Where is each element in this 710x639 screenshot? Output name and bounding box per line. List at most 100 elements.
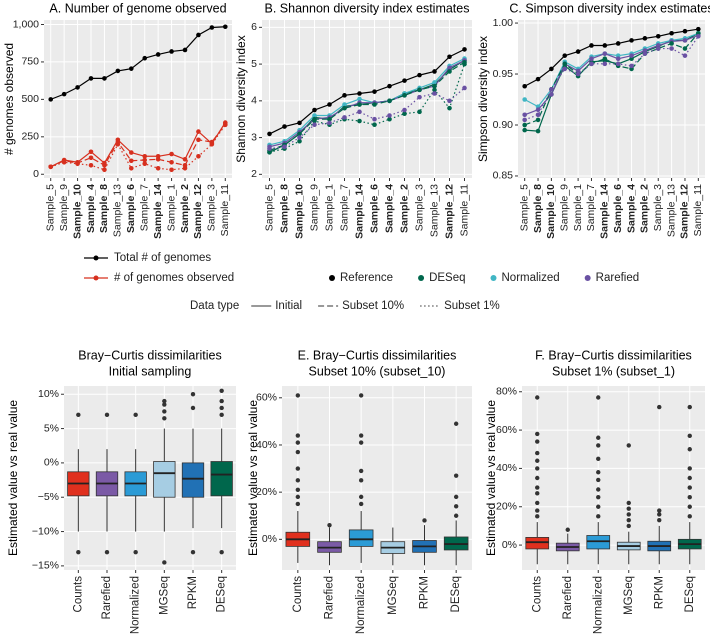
outlier [162,409,167,414]
outlier [453,473,459,478]
point [222,24,228,30]
plot-background [262,20,472,178]
x-tick-label: Sample_6 [368,184,380,233]
outlier [104,412,110,418]
chart-title: B. Shannon diversity index estimates [265,1,470,15]
outlier [626,500,631,506]
x-tick-label: Sample_12 [192,184,204,239]
point [387,113,392,118]
outlier [295,478,301,483]
outlier [596,514,601,519]
outlier [626,443,631,448]
y-tick-label: 250 [21,131,39,143]
point [522,83,527,89]
outlier [687,475,692,481]
outlier [219,398,224,404]
outlier [687,494,692,500]
point [182,156,188,162]
y-tick-label: 0% [44,457,59,469]
point [549,66,554,72]
outlier [295,494,301,500]
outlier [133,412,138,418]
outlier [162,560,167,565]
point [682,28,688,34]
point [372,89,377,94]
outlier [358,440,364,445]
series-line [269,87,465,150]
x-tick-label: Sample_13 [428,184,440,237]
x-tick-label: Rarefied [562,576,574,619]
outlier [295,449,301,455]
chart-subtitle: Initial sampling [109,364,192,378]
x-tick-label: Sample_8 [532,184,544,233]
point [522,117,527,123]
legend-label: Normalized [502,272,560,284]
point [522,112,527,118]
point [182,47,188,53]
outlier [453,494,459,500]
x-tick-label: Sample_3 [652,184,664,231]
point [357,118,362,124]
outlier [626,506,631,511]
y-tick-label: 20% [496,501,517,513]
point [447,54,452,60]
point [155,165,161,171]
x-tick-label: Sample_10 [545,184,557,239]
outlier [295,440,301,445]
point [682,46,688,51]
x-tick-label: Sample_5 [44,184,56,231]
y-tick-label: 0 [33,168,39,180]
point [267,131,272,137]
point [669,46,674,51]
x-tick-label: Sample_14 [599,184,611,239]
y-tick-label: 60% [496,424,517,436]
x-tick-label: Counts [72,576,84,613]
y-tick-label: 0.90 [493,119,514,131]
outlier [162,416,167,421]
outlier [295,487,301,492]
outlier [535,491,540,496]
point [327,102,332,107]
box [348,529,374,547]
point [387,83,392,89]
point [615,61,621,67]
point [312,122,317,128]
point [562,66,568,72]
x-tick-label: Rarefied [101,576,113,619]
point [432,91,437,96]
x-tick-label: MGSeq [387,576,399,615]
x-tick-label: Sample_11 [692,184,704,237]
x-tick-label: DESeq [450,576,462,612]
point [432,83,437,89]
x-tick-label: Sample_14 [152,184,164,239]
legend-key [93,255,99,261]
point [589,56,594,62]
outlier [535,514,540,519]
outlier [596,504,601,509]
x-tick-label: Sample_5 [518,184,530,231]
legend-label: Initial [275,300,302,312]
outlier [687,433,692,439]
y-tick-label: 20% [256,486,277,498]
point [169,151,174,157]
outlier [358,494,364,500]
point [629,53,634,58]
y-axis-label: Simpson diversity index [476,36,490,162]
outlier [596,443,601,448]
outlier [687,514,692,519]
point [169,159,174,165]
y-tick-label: 0% [262,533,277,545]
outlier [358,468,364,474]
point [642,36,648,41]
x-tick-label: RPKM [187,576,199,609]
point [402,111,407,116]
point [602,51,608,56]
series-line [50,123,226,168]
point [669,41,674,46]
point [327,116,332,122]
point [417,94,422,100]
point [142,153,148,159]
y-tick-label: 4 [251,95,257,107]
point [562,53,568,58]
